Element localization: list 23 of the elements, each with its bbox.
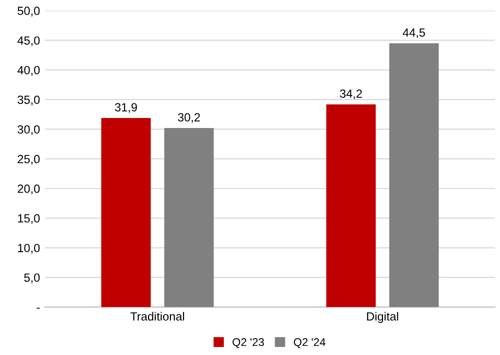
x-tick-label: Traditional [130,312,184,321]
bar [389,43,439,308]
legend-label: Q2 '23 [232,338,264,348]
bar [101,118,151,308]
y-tick-label: 25,0 [18,154,40,165]
y-tick-label: 50,0 [18,6,40,16]
y-tick-label: 30,0 [18,125,40,136]
y-tick-label: 20,0 [18,184,40,194]
y-tick-label: 15,0 [18,214,40,224]
data-label: 34,2 [340,89,362,100]
y-tick-label: 40,0 [17,66,40,76]
bar [164,128,214,308]
data-label: 30,2 [178,113,200,123]
x-tick-label: Digital [367,312,398,323]
data-label: 31,9 [114,103,137,113]
y-tick-label: 35,0 [18,96,40,106]
bar [326,104,376,308]
y-tick-label: 45,0 [17,36,40,46]
data-label: 44,5 [402,28,425,38]
legend-label: Q2 '24 [294,338,326,348]
y-tick-label: 5,0 [24,273,40,284]
y-tick-label: - [36,308,40,309]
y-tick-label: 10,0 [18,244,40,254]
